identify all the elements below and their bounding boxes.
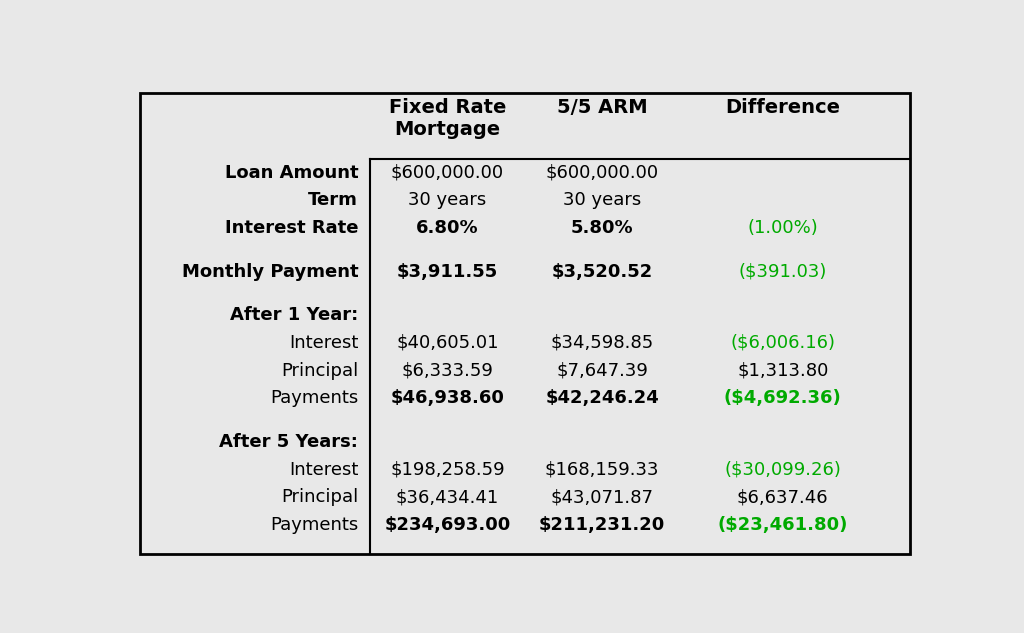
Text: ($6,006.16): ($6,006.16) [730,334,836,352]
Text: $234,693.00: $234,693.00 [384,516,511,534]
Text: $211,231.20: $211,231.20 [539,516,666,534]
FancyBboxPatch shape [140,93,909,554]
Text: ($23,461.80): ($23,461.80) [718,516,848,534]
Text: $34,598.85: $34,598.85 [551,334,653,352]
Text: 5/5 ARM: 5/5 ARM [557,98,647,117]
Text: Fixed Rate
Mortgage: Fixed Rate Mortgage [389,98,506,139]
Text: $46,938.60: $46,938.60 [390,389,505,408]
Text: $40,605.01: $40,605.01 [396,334,499,352]
Text: $42,246.24: $42,246.24 [546,389,659,408]
Text: $6,333.59: $6,333.59 [401,361,494,380]
Text: 30 years: 30 years [563,192,641,210]
Text: 5.80%: 5.80% [570,219,634,237]
Text: After 1 Year:: After 1 Year: [230,306,358,324]
Text: (1.00%): (1.00%) [748,219,818,237]
Text: $198,258.59: $198,258.59 [390,461,505,479]
Text: Principal: Principal [281,361,358,380]
Text: Interest: Interest [289,334,358,352]
Text: ($30,099.26): ($30,099.26) [724,461,841,479]
Text: Loan Amount: Loan Amount [224,164,358,182]
Text: $1,313.80: $1,313.80 [737,361,828,380]
Text: $3,520.52: $3,520.52 [552,263,653,280]
Text: Term: Term [308,192,358,210]
Text: $3,911.55: $3,911.55 [396,263,498,280]
Text: $600,000.00: $600,000.00 [391,164,504,182]
Text: Payments: Payments [270,389,358,408]
Text: $6,637.46: $6,637.46 [737,488,828,506]
Text: Interest Rate: Interest Rate [224,219,358,237]
Text: After 5 Years:: After 5 Years: [219,433,358,451]
Text: $600,000.00: $600,000.00 [546,164,658,182]
Text: Difference: Difference [725,98,841,117]
Text: $36,434.41: $36,434.41 [396,488,499,506]
Text: Interest: Interest [289,461,358,479]
Text: ($4,692.36): ($4,692.36) [724,389,842,408]
Text: 30 years: 30 years [409,192,486,210]
Text: Principal: Principal [281,488,358,506]
Text: $7,647.39: $7,647.39 [556,361,648,380]
Text: $168,159.33: $168,159.33 [545,461,659,479]
Text: 6.80%: 6.80% [416,219,479,237]
Text: Monthly Payment: Monthly Payment [181,263,358,280]
Text: ($391.03): ($391.03) [738,263,827,280]
Text: Payments: Payments [270,516,358,534]
Text: $43,071.87: $43,071.87 [551,488,653,506]
